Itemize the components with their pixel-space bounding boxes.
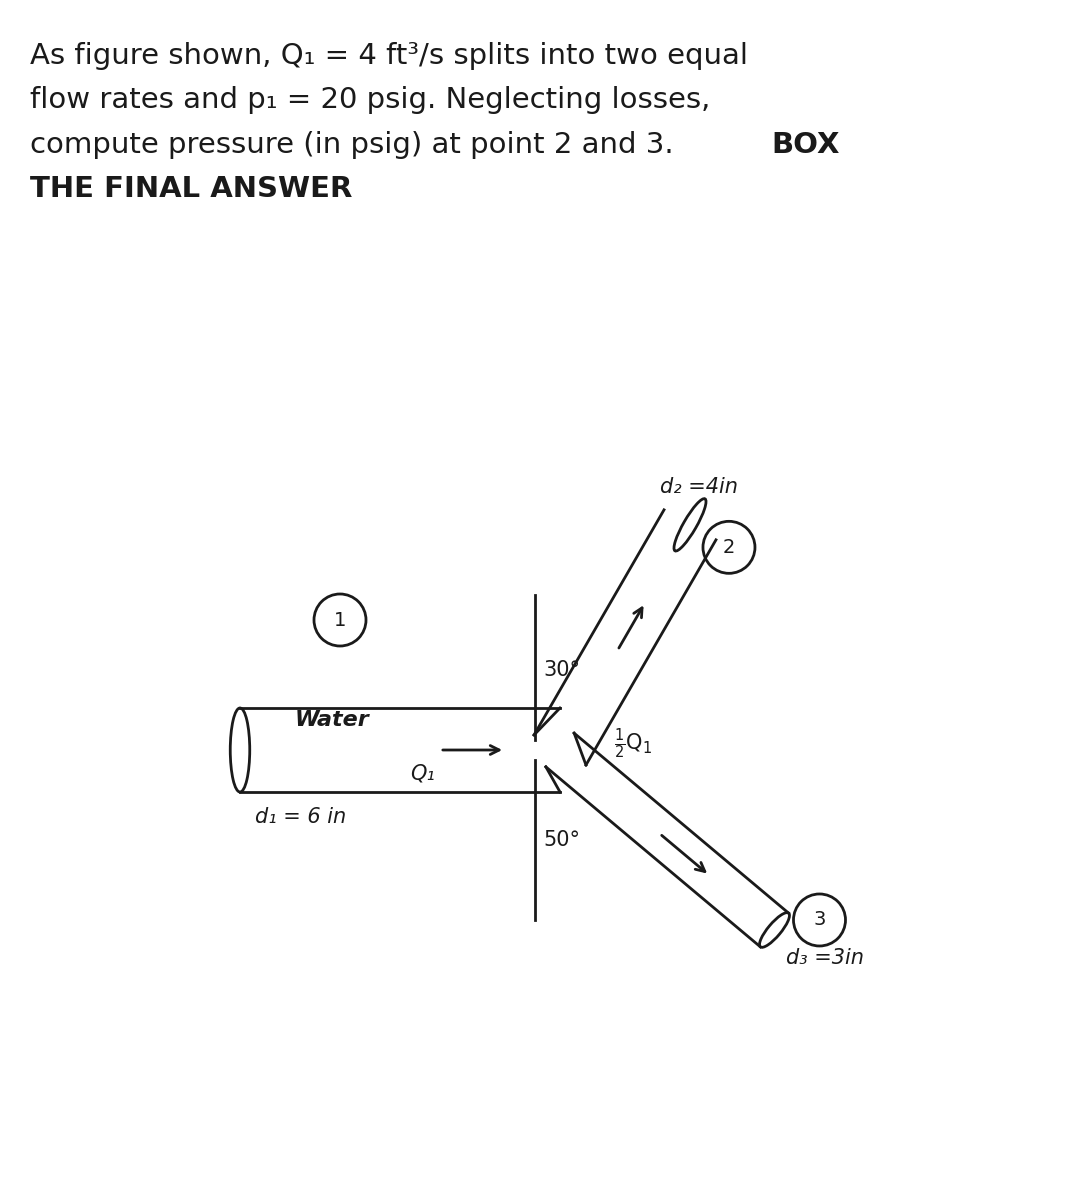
- Text: 50°: 50°: [543, 830, 580, 850]
- Text: As figure shown, Q₁ = 4 ft³/s splits into two equal: As figure shown, Q₁ = 4 ft³/s splits int…: [30, 42, 748, 70]
- Text: THE FINAL ANSWER: THE FINAL ANSWER: [30, 175, 353, 203]
- Text: d₃ =3in: d₃ =3in: [786, 948, 865, 968]
- Text: Water: Water: [295, 710, 370, 730]
- Text: d₁ = 6 in: d₁ = 6 in: [255, 806, 346, 827]
- Text: 3: 3: [813, 911, 825, 930]
- Text: flow rates and p₁ = 20 psig. Neglecting losses,: flow rates and p₁ = 20 psig. Neglecting …: [30, 86, 711, 114]
- Text: compute pressure (in psig) at point 2 and 3.: compute pressure (in psig) at point 2 an…: [30, 131, 684, 158]
- Text: $\frac{1}{2}$Q$_1$: $\frac{1}{2}$Q$_1$: [614, 727, 652, 761]
- Text: d₂ =4in: d₂ =4in: [660, 476, 738, 497]
- Text: 2: 2: [723, 538, 735, 557]
- Text: 1: 1: [334, 611, 346, 630]
- Text: 30°: 30°: [543, 660, 580, 680]
- Text: BOX: BOX: [771, 131, 840, 158]
- Text: Q₁: Q₁: [409, 764, 435, 784]
